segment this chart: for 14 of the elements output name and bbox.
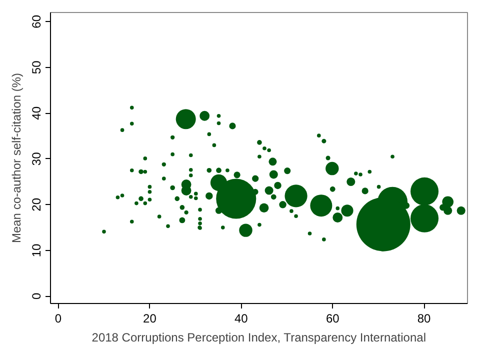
x-tick-label: 60 <box>326 312 340 326</box>
x-axis-title: 2018 Corruptions Perception Index, Transparency International <box>92 330 426 344</box>
x-tick-label: 20 <box>143 312 157 326</box>
y-tick-label: 20 <box>30 198 44 212</box>
y-tick-label: 50 <box>30 60 44 74</box>
y-tick-label: 40 <box>30 106 44 120</box>
y-tick-label: 10 <box>30 243 44 258</box>
y-tick-label: 30 <box>30 152 44 166</box>
x-tick-label: 0 <box>54 312 62 326</box>
y-tick-label: 0 <box>30 292 44 300</box>
x-tick-label: 80 <box>417 312 432 326</box>
y-tick-label: 60 <box>30 14 44 28</box>
y-axis-title: Mean co-author self-citation (%) <box>10 72 24 244</box>
x-tick-label: 40 <box>234 312 248 326</box>
